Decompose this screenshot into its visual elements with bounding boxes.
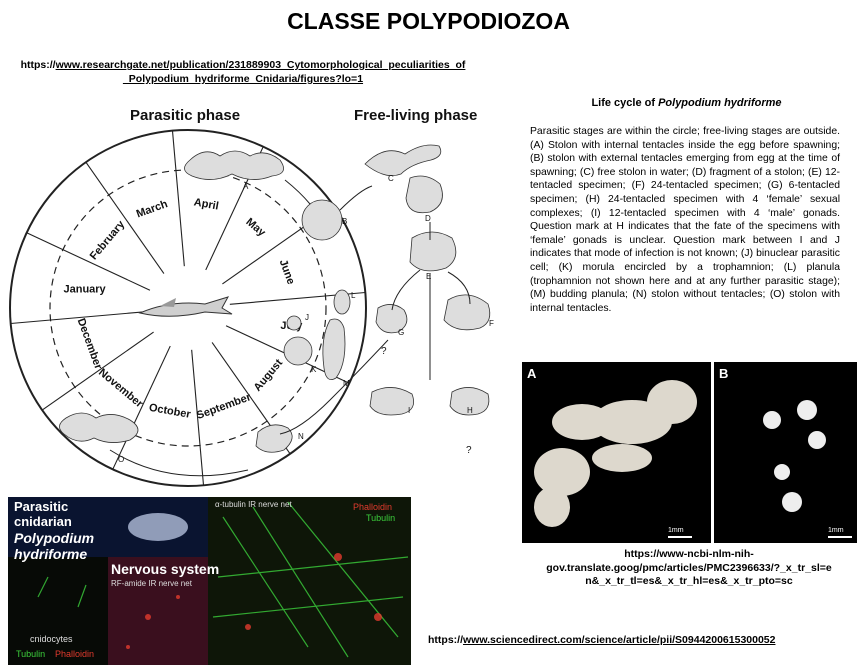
stage-h-drawing: [449, 387, 490, 416]
month-label-november: November: [96, 366, 145, 410]
stage-letter-b: B: [342, 217, 347, 226]
micro-species-line1: Polypodium: [14, 530, 95, 546]
month-divider: [112, 345, 171, 470]
month-label-september: September: [195, 391, 253, 422]
source-link-sciencedirect[interactable]: https://www.sciencedirect.com/science/ar…: [428, 634, 775, 646]
stage-letter-n: N: [298, 432, 304, 441]
source-ncbi-line3[interactable]: n&_x_tr_tl=es&_x_tr_hl=es&_x_tr_pto=sc: [585, 575, 793, 587]
source-ncbi-line1[interactable]: https://www-ncbi-nlm-nih-: [624, 548, 754, 560]
source-link-sciencedirect-url[interactable]: www.sciencedirect.com/science/article/pi…: [463, 634, 776, 646]
stage-k-drawing: [283, 336, 313, 366]
stage-o-drawing: [59, 412, 139, 443]
micro-title-line2: cnidarian: [14, 514, 72, 529]
stage-f-drawing: [443, 294, 491, 331]
scale-bar-b: [828, 536, 852, 538]
month-label-may: May: [243, 216, 268, 240]
stage-letter-a: A: [243, 182, 249, 191]
nervous-system-label: Nervous system: [111, 561, 220, 577]
cnidocytes-phalloidin-legend: Phalloidin: [55, 649, 95, 659]
month-divider: [191, 349, 205, 486]
microscopy-collage: Parasitic cnidarian Polypodium hydriform…: [8, 497, 411, 665]
micro-title-line1: Parasitic: [14, 499, 69, 514]
question-mark-h: ?: [466, 445, 472, 456]
stage-letter-h: H: [467, 406, 473, 415]
cnidocytes-label: cnidocytes: [30, 634, 73, 644]
page-title: CLASSE POLYPODIOZOA: [287, 8, 570, 34]
sterlet-fish-drawing: [138, 296, 233, 317]
stage-e-drawing: [409, 231, 457, 272]
stage-m-drawing: [322, 318, 346, 381]
stage-letter-c: C: [388, 174, 394, 183]
stage-l-drawing: [333, 289, 351, 315]
micro-species-line2: hydriforme: [14, 546, 88, 562]
photo-label-b: B: [719, 366, 729, 381]
specimen-photo-drawing: [534, 380, 826, 527]
stage-d-drawing: [405, 175, 443, 214]
scale-label-b: 1mm: [828, 527, 844, 534]
source-prefix: https://: [20, 59, 56, 71]
photo-label-a: A: [527, 366, 537, 381]
stage-letter-i: I: [408, 406, 410, 415]
caption-heading: Life cycle of Polypodium hydriforme: [530, 97, 843, 109]
stage-letter-f: F: [489, 319, 494, 328]
stage-letter-e: E: [426, 272, 431, 281]
month-divider: [41, 331, 154, 411]
caption-body: Parasitic stages are within the circle; …: [530, 126, 840, 314]
microscopy-background: [8, 497, 411, 665]
scale-bar-a: [668, 536, 692, 538]
stage-a-drawing: [184, 150, 284, 180]
stage-letter-d: D: [425, 214, 431, 223]
month-divider: [85, 161, 165, 274]
month-divider: [10, 311, 147, 325]
source-prefix-3: https://: [428, 634, 463, 646]
rf-amide-label: RF-amide IR nerve net: [111, 579, 192, 588]
tubulin-legend: Tubulin: [366, 513, 396, 523]
life-cycle-diagram: Parasitic phase Free-living phase March A…: [9, 107, 494, 487]
caption-heading-text: Life cycle of: [591, 97, 659, 109]
parasitic-phase-label: Parasitic phase: [130, 107, 240, 124]
source-link-ncbi[interactable]: https://www-ncbi-nlm-nih- gov.translate.…: [522, 548, 856, 589]
caption-heading-species: Polypodium hydriforme: [658, 97, 782, 109]
stage-g-drawing: [375, 304, 408, 334]
stage-letter-o: O: [118, 455, 124, 464]
stage-c-drawing: [364, 144, 442, 177]
month-label-january: January: [63, 284, 106, 296]
stage-letter-j: J: [305, 313, 309, 322]
source-link-line1[interactable]: www.researchgate.net/publication/2318899…: [55, 59, 466, 71]
stage-b-drawing: [301, 199, 343, 241]
month-label-march: March: [135, 198, 170, 220]
stage-n-drawing: [255, 424, 293, 453]
free-living-phase-label: Free-living phase: [354, 107, 477, 124]
month-label-december: December: [75, 317, 105, 372]
month-label-february: February: [88, 218, 128, 262]
stage-i-drawing: [369, 387, 415, 416]
month-label-april: April: [193, 196, 220, 212]
specimen-photo: A B 1mm 1mm: [522, 362, 857, 543]
source-link-line2[interactable]: _Polypodium_hydriforme_Cnidaria/figures?…: [122, 73, 364, 85]
month-divider: [171, 130, 185, 267]
question-mark-ij: ?: [381, 346, 387, 357]
stage-j-drawing: [286, 315, 302, 331]
stage-letter-k: K: [311, 365, 317, 374]
month-divider: [26, 232, 151, 291]
scale-label-a: 1mm: [668, 527, 684, 534]
phalloidin-legend: Phalloidin: [353, 502, 393, 512]
alpha-tubulin-label: α-tubulin IR nerve net: [215, 500, 292, 509]
month-label-october: October: [148, 402, 192, 421]
source-link-researchgate[interactable]: https://www.researchgate.net/publication…: [0, 58, 486, 86]
cnidocytes-tubulin-legend: Tubulin: [16, 649, 46, 659]
source-ncbi-line2[interactable]: gov.translate.goog/pmc/articles/PMC23966…: [546, 561, 832, 574]
stage-letter-l: L: [351, 291, 356, 300]
month-label-june: June: [277, 258, 297, 286]
stage-letter-g: G: [398, 328, 404, 337]
month-label-august: August: [252, 357, 286, 394]
